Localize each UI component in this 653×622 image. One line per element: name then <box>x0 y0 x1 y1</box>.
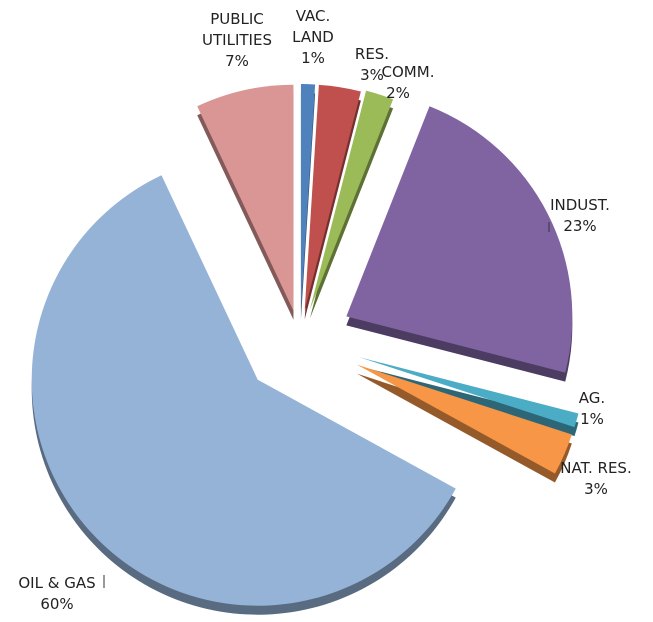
slice <box>346 106 573 382</box>
category-name: AG. <box>578 389 606 407</box>
percent-label: 7% <box>225 52 249 70</box>
percent-label: 3% <box>584 480 608 498</box>
slice-label: RES. 3% <box>347 44 397 86</box>
slice-label: VAC. LAND 1% <box>283 6 343 69</box>
slice <box>304 84 361 320</box>
slice-top <box>197 84 294 311</box>
slice <box>31 175 456 615</box>
category-name: COMM. <box>381 63 435 81</box>
category-name: OIL & GAS <box>18 574 96 592</box>
percent-label: 3% <box>360 66 384 84</box>
slice-label: PUBLIC UTILITIES 7% <box>192 9 282 72</box>
category-name: PUBLIC UTILITIES <box>202 10 272 49</box>
slice-label: INDUST. 23% <box>540 195 620 237</box>
slice-label: NAT. RES. 3% <box>551 458 641 500</box>
slice-top <box>359 357 579 428</box>
slice-side <box>309 99 394 319</box>
slice <box>309 90 394 319</box>
category-name: VAC. LAND <box>292 7 334 46</box>
slice-top <box>300 84 316 311</box>
category-name: RES. <box>354 45 390 63</box>
percent-label: 60% <box>40 595 74 613</box>
slice-top <box>356 364 572 474</box>
slice <box>300 84 316 320</box>
slice-label: AG. 1% <box>567 388 617 430</box>
category-name: NAT. RES. <box>560 459 632 477</box>
percent-label: 2% <box>386 84 410 102</box>
slice-top <box>304 84 361 311</box>
slice-side <box>356 373 572 483</box>
slice-label: COMM. 2% <box>373 62 443 104</box>
slice-top <box>309 90 394 310</box>
slice-top <box>346 106 573 373</box>
slice-label: OIL & GAS 60% <box>7 573 107 615</box>
percent-label: 1% <box>301 49 325 67</box>
percent-label: 1% <box>580 410 604 428</box>
category-name: INDUST. <box>550 196 610 214</box>
slice-top <box>31 175 456 606</box>
slice <box>197 84 294 320</box>
slice <box>356 364 572 483</box>
percent-label: 23% <box>563 217 597 235</box>
